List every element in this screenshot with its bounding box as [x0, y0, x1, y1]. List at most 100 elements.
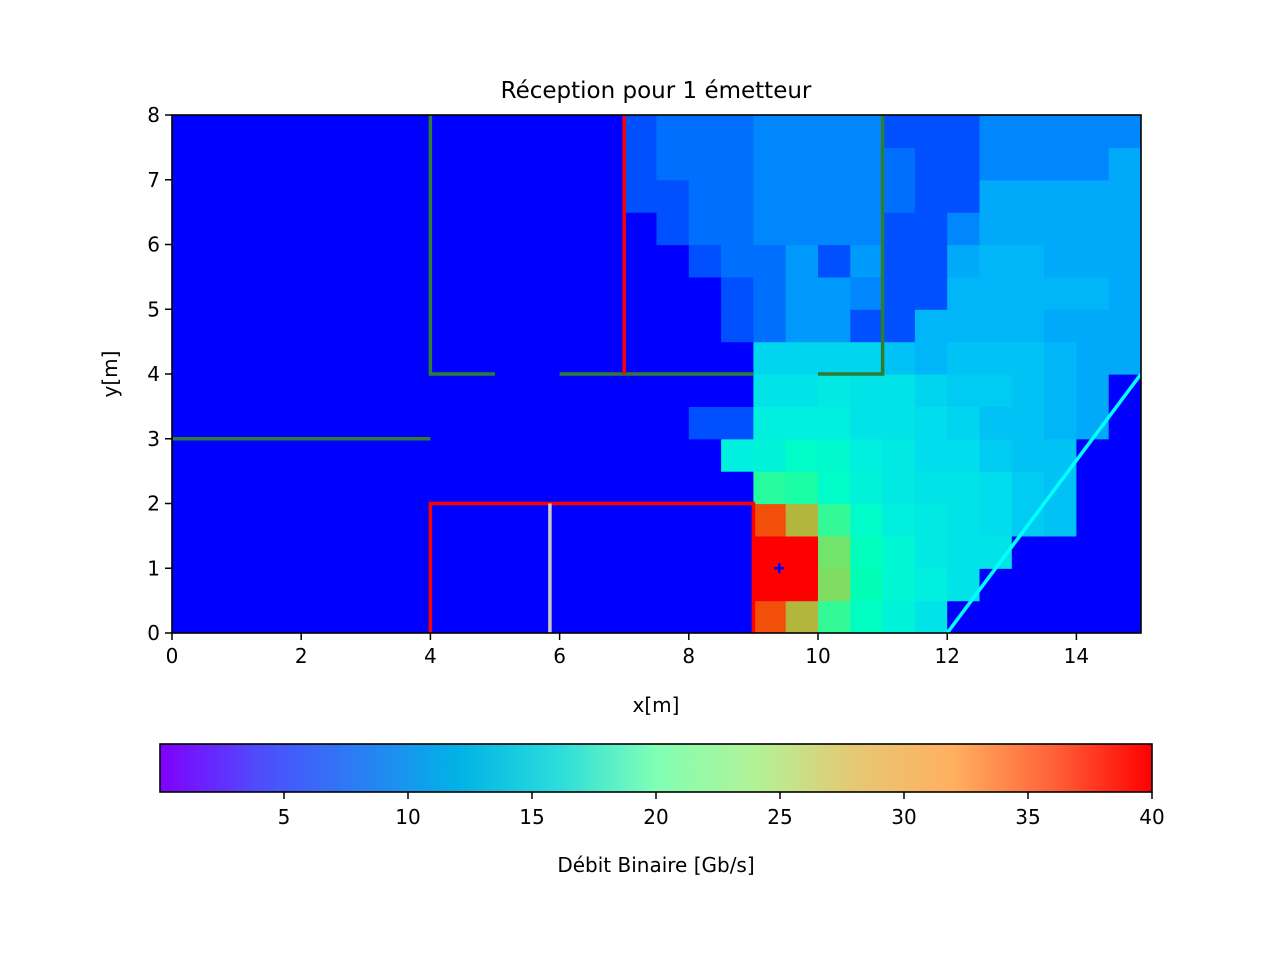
heatmap-cell: [850, 374, 884, 407]
heatmap-cell: [268, 438, 302, 472]
heatmap-cell: [591, 535, 625, 569]
heatmap-cell: [559, 406, 593, 440]
walls-layer: [172, 115, 1141, 633]
heatmap-cell: [1076, 147, 1110, 181]
x-tick-label: 10: [805, 644, 830, 668]
heatmap-cell: [624, 115, 658, 148]
heatmap-cell: [753, 568, 787, 602]
heatmap-cell: [172, 374, 205, 407]
colorbar: [159, 743, 1153, 793]
heatmap-cell: [1044, 374, 1077, 407]
heatmap-cell: [559, 438, 593, 472]
heatmap-cell: [268, 374, 302, 407]
heatmap-cell: [365, 244, 399, 278]
heatmap-cell: [204, 535, 238, 569]
heatmap-cell: [527, 471, 561, 505]
heatmap-cell: [688, 309, 722, 343]
heatmap-cell: [850, 212, 884, 246]
heatmap-cell: [624, 276, 658, 310]
heatmap-cell: [656, 471, 690, 505]
heatmap-cell: [1076, 374, 1110, 407]
heatmap-cell: [333, 535, 367, 569]
heatmap-cell: [495, 212, 528, 246]
heatmap-cell: [914, 115, 948, 148]
heatmap-cell: [236, 244, 270, 278]
heatmap-cell: [721, 438, 754, 472]
heatmap-cell: [301, 374, 335, 407]
heatmap-cell: [947, 471, 981, 505]
heatmap-cell: [688, 244, 722, 278]
y-tick-label: 3: [147, 427, 160, 451]
heatmap-cell: [236, 471, 270, 505]
heatmap-cell: [236, 600, 270, 633]
y-tick-label: 4: [147, 362, 160, 386]
heatmap-cell: [721, 374, 754, 407]
heatmap-cell: [172, 406, 205, 440]
heatmap-cell: [1044, 341, 1077, 375]
heatmap-cell: [947, 438, 981, 472]
heatmap-cell: [495, 341, 528, 375]
heatmap-cell: [268, 276, 302, 310]
heatmap-cell: [1011, 406, 1045, 440]
heatmap-cell: [753, 147, 787, 181]
heatmap-cell: [1108, 471, 1141, 505]
wall-line: [818, 115, 885, 376]
heatmap-cell: [785, 535, 819, 569]
heatmap-cell: [624, 309, 658, 343]
heatmap-cell: [656, 374, 690, 407]
heatmap-cell: [656, 535, 690, 569]
heatmap-cell: [430, 244, 464, 278]
heatmap-cell: [721, 244, 754, 278]
heatmap-cell: [979, 115, 1013, 148]
heatmap-cell: [979, 212, 1013, 246]
heatmap-cell: [721, 471, 754, 505]
heatmap-cell: [688, 374, 722, 407]
heatmap-cell: [818, 309, 851, 343]
heatmap-cell: [656, 568, 690, 602]
heatmap-cell: [721, 535, 754, 569]
heatmap-cell: [591, 179, 625, 213]
heatmap-cell: [591, 600, 625, 633]
heatmap-cell: [1011, 568, 1045, 602]
heatmap-cell: [1011, 212, 1045, 246]
heatmap-cell: [333, 276, 367, 310]
heatmap-cell: [688, 341, 722, 375]
heatmap-cell: [559, 600, 593, 633]
heatmap-cell: [430, 147, 464, 181]
heatmap-cell: [495, 471, 528, 505]
y-tick-label: 6: [147, 233, 160, 257]
heatmap-cell: [398, 309, 431, 343]
heatmap-cell: [1044, 309, 1077, 343]
heatmap-cell: [172, 309, 205, 343]
heatmap-cell: [236, 535, 270, 569]
heatmap-cell: [947, 212, 981, 246]
heatmap-cell: [430, 179, 464, 213]
heatmap-cell: [1076, 341, 1110, 375]
heatmap-cell: [333, 179, 367, 213]
heatmap-cell: [753, 212, 787, 246]
heatmap-cell: [495, 276, 528, 310]
heatmap-cell: [430, 374, 464, 407]
heatmap-cell: [172, 115, 205, 148]
heatmap-cell: [462, 535, 496, 569]
heatmap-cell: [624, 374, 658, 407]
heatmap-cell: [850, 179, 884, 213]
heatmap-cell: [818, 147, 851, 181]
colorbar-ticks: 5 10 15 20 25 30 35 40: [278, 792, 1165, 829]
heatmap-cell: [462, 600, 496, 633]
heatmap-cell: [656, 179, 690, 213]
heatmap-cell: [818, 438, 851, 472]
heatmap-cell: [527, 179, 561, 213]
heatmap-cell: [398, 276, 431, 310]
heatmap-cell: [172, 568, 205, 602]
heatmap-cell: [850, 147, 884, 181]
heatmap-cell: [979, 374, 1013, 407]
heatmap-cell: [172, 276, 205, 310]
heatmap-cell: [268, 341, 302, 375]
heatmap-cell: [1108, 535, 1141, 569]
heatmap-cell: [527, 438, 561, 472]
heatmap-cell: [333, 471, 367, 505]
heatmap-cell: [462, 115, 496, 148]
heatmap-cell: [850, 341, 884, 375]
heatmap-cell: [236, 503, 270, 537]
